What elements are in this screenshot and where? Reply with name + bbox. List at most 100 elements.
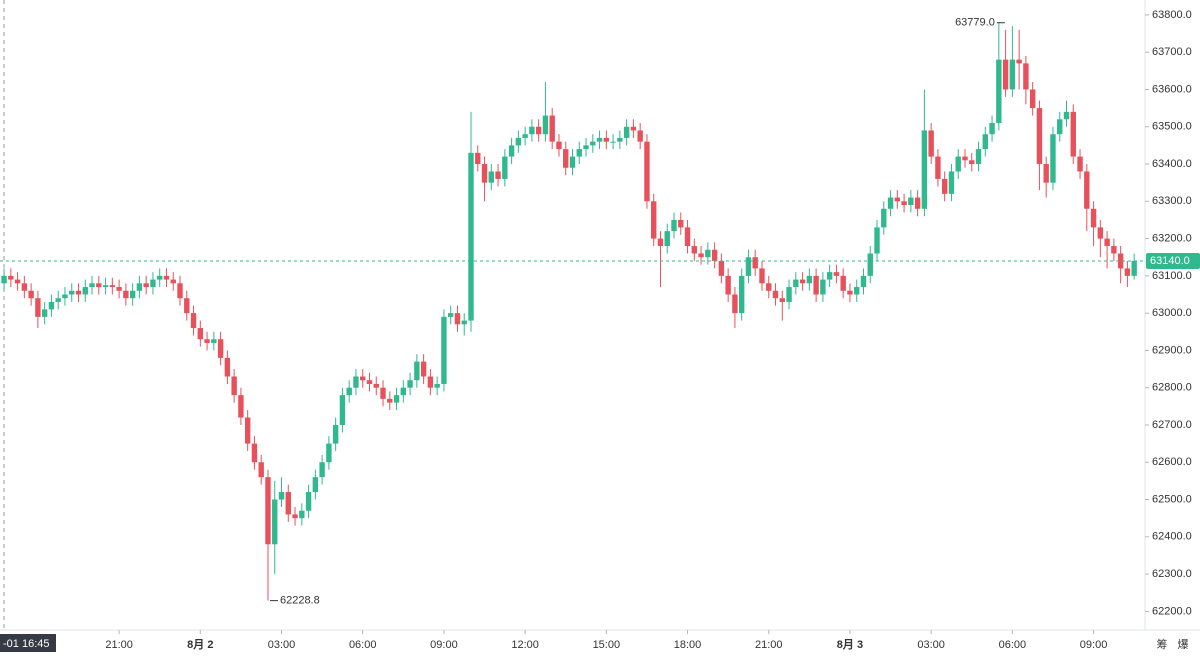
candle-body [996,59,1002,124]
candle-body [975,149,982,165]
candle-body [217,339,224,358]
candle-body [441,316,447,384]
candle-body [312,477,319,493]
candle-body [204,339,210,343]
candle-body [14,279,21,284]
candle-body [569,156,576,168]
candle-body [69,290,75,295]
candle-body [447,313,454,317]
candle-body [468,152,474,321]
candle-body [691,246,698,254]
candle-body [346,387,352,396]
candle-body [1043,164,1049,183]
candle-body [339,395,346,425]
candle-body [840,275,846,291]
candle-body [982,134,988,150]
candle-body [651,201,657,239]
candle-body [96,283,102,288]
candle-body [590,141,596,146]
high-label: 63779.0 [955,17,995,29]
candle-body [143,283,149,288]
candle-body [833,272,840,276]
candle-body [941,178,948,194]
x-tick-label: 8月 3 [837,638,863,651]
candle-body [684,227,691,247]
candle-body [157,275,163,280]
x-tick-label: 03:00 [917,639,945,651]
y-tick-label: 63400.0 [1152,158,1192,170]
y-tick-label: 62500.0 [1152,493,1192,505]
candle-body [495,171,501,179]
candle-body [1117,253,1124,269]
candle-body [718,260,725,276]
candle-body [136,283,143,291]
candle-body [190,313,197,329]
candle-body [502,156,508,179]
candle-body [847,290,853,295]
candle-body [1009,59,1016,90]
candle-body [745,257,752,276]
candle-body [515,137,522,146]
candle-body [278,492,285,500]
candle-body [244,417,251,444]
last-price-label: 63140.0 [1150,255,1190,267]
candle-body [353,376,359,388]
candle-body [1057,119,1063,135]
y-tick-label: 63700.0 [1152,46,1192,58]
x-tick-label: 03:00 [268,639,296,651]
candle-body [41,309,48,317]
y-tick-label: 63200.0 [1152,232,1192,244]
candle-body [82,287,88,295]
candle-body [1077,156,1083,172]
candle-body [955,156,961,172]
y-tick-label: 62700.0 [1152,419,1192,431]
candle-body [698,253,704,258]
candle-body [285,492,291,515]
candle-body [1063,111,1070,120]
candle-body [461,320,467,325]
x-tick-label: 09:00 [430,639,458,651]
candle-body [258,462,264,478]
candle-body [623,126,630,138]
candle-body [238,395,244,418]
x-tick-label: 12:00 [511,639,539,651]
candle-body [779,298,785,302]
candle-body [806,275,813,284]
candle-body [1023,63,1029,90]
candle-body [1090,208,1097,228]
candle-body [725,275,731,295]
candle-body [481,164,488,183]
candle-body [400,387,407,396]
candle-body [48,301,55,310]
y-tick-label: 63500.0 [1152,121,1192,133]
candle-body [326,443,332,463]
candle-body [867,253,873,276]
candle-body [414,361,420,381]
y-tick-label: 63600.0 [1152,83,1192,95]
candle-body [529,126,535,135]
candle-body [948,171,955,194]
candle-body [1084,171,1090,209]
axes: 62200.0 62300.0 62400.0 62500.0 62600.0 62700… [0,9,1200,652]
y-tick-label: 63300.0 [1152,195,1192,207]
candle-body [617,137,623,142]
candle-body [1097,227,1104,239]
candle-body [637,130,643,142]
candle-body [671,219,677,232]
x-tick-label: 06:00 [999,639,1027,651]
candle-body [89,283,95,288]
candle-body [197,328,204,340]
candle-body [163,275,170,280]
candle-body [1036,108,1043,165]
candle-body [935,156,941,179]
candle-body [55,298,61,302]
toolbar-item: 筹 [1157,637,1168,651]
candle-body [150,279,156,288]
candle-body [583,145,589,150]
candle-body [102,285,109,288]
candle-body [610,141,616,143]
x-tick-label: 18:00 [674,639,702,651]
candle-body [319,462,325,478]
candle-body [860,275,867,288]
